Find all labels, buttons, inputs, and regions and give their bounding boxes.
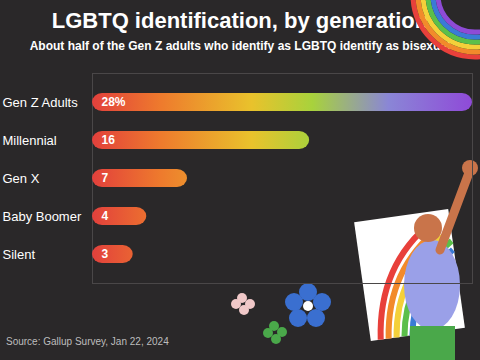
- svg-text:3: 3: [102, 247, 109, 261]
- svg-text:16: 16: [102, 133, 116, 147]
- svg-text:4: 4: [102, 209, 109, 223]
- svg-text:Gen X: Gen X: [3, 171, 40, 186]
- svg-text:28%: 28%: [102, 95, 126, 109]
- svg-text:7: 7: [102, 171, 109, 185]
- svg-text:Millennial: Millennial: [3, 133, 57, 148]
- html-text:LGBTQ identification, by gener: LGBTQ identification, by generation: [51, 8, 429, 33]
- svg-text:Silent: Silent: [3, 247, 36, 262]
- svg-text:Gen Z Adults: Gen Z Adults: [3, 95, 79, 110]
- html-text:Source: Gallup Survey, Jan 22,: Source: Gallup Survey, Jan 22, 2024: [6, 336, 169, 347]
- svg-text:Baby Boomer: Baby Boomer: [3, 209, 82, 224]
- html-text:About half of the Gen Z adults: About half of the Gen Z adults who ident…: [29, 39, 451, 53]
